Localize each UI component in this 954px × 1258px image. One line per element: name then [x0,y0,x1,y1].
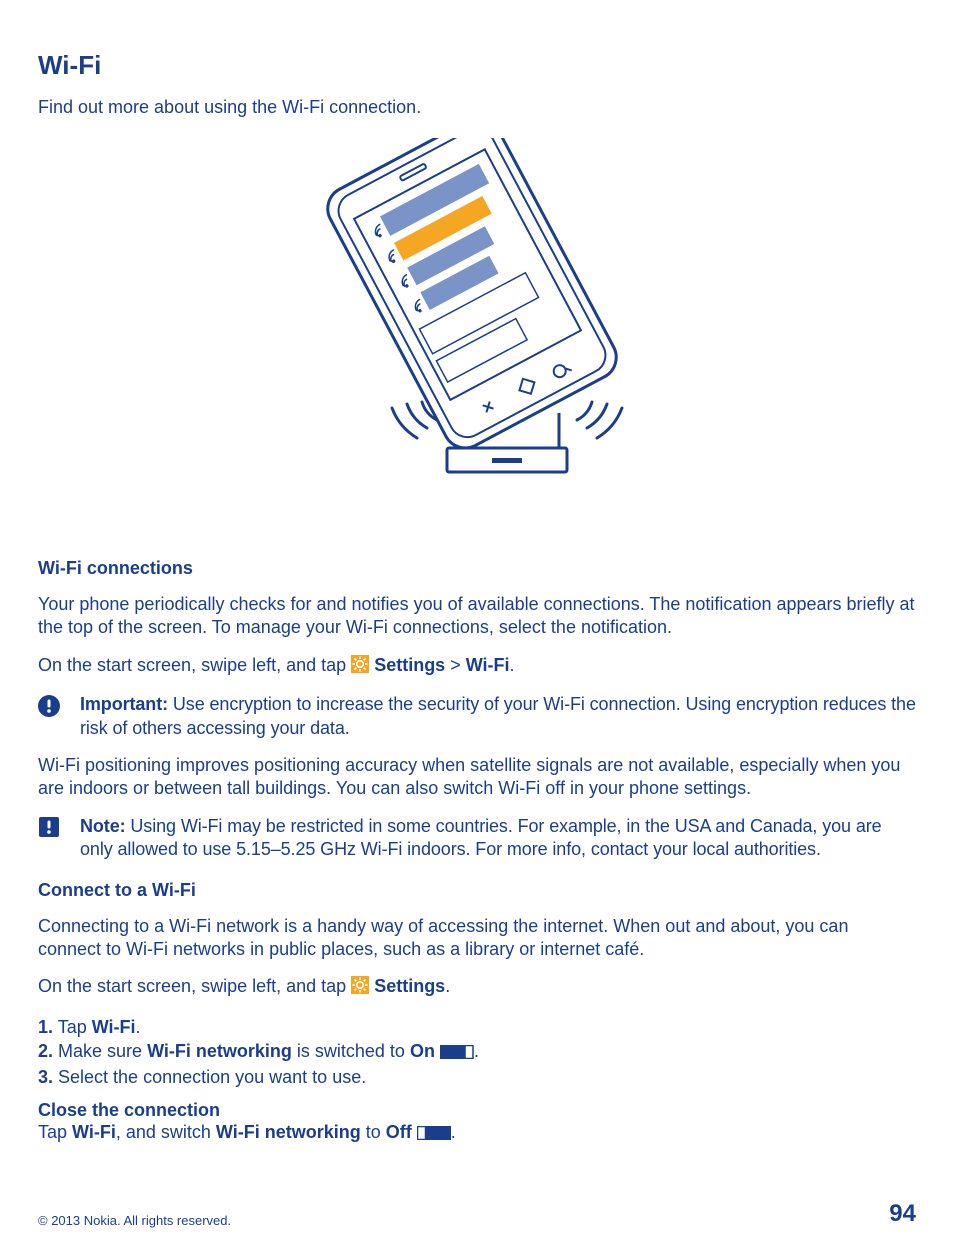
step-2: 2. Make sure Wi-Fi networking is switche… [38,1039,916,1065]
text-fragment: is switched to [292,1041,410,1061]
important-callout: Important: Use encryption to increase th… [38,693,916,740]
note-text: Note: Using Wi-Fi may be restricted in s… [80,815,916,862]
step-1: 1. Tap Wi-Fi. [38,1015,916,1039]
important-label: Important: [80,694,168,714]
note-label: Note: [80,816,126,836]
text-fragment: On the start screen, swipe left, and tap [38,655,351,675]
text-fragment: to [361,1122,386,1142]
text-fragment: Tap [38,1122,72,1142]
settings-icon [351,976,369,1000]
section2-p2: On the start screen, swipe left, and tap… [38,975,916,1000]
settings-label: Settings [374,976,445,996]
section-wifi-connections-title: Wi-Fi connections [38,558,916,579]
text-fragment: . [445,976,450,996]
note-icon [38,815,60,862]
important-icon [38,693,60,740]
text-fragment: . [136,1017,141,1037]
close-connection-title: Close the connection [38,1100,916,1121]
text-fragment: On the start screen, swipe left, and tap [38,976,351,996]
section-connect-title: Connect to a Wi-Fi [38,880,916,901]
page-footer: © 2013 Nokia. All rights reserved. 94 [38,1200,916,1228]
wifi-label: Wi-Fi [466,655,510,675]
section1-p3: Wi-Fi positioning improves positioning a… [38,754,916,801]
settings-label: Settings [374,655,445,675]
close-connection-text: Tap Wi-Fi, and switch Wi-Fi networking t… [38,1121,916,1146]
step-number: 3. [38,1067,53,1087]
text-fragment: Select the connection you want to use. [53,1067,366,1087]
toggle-on-icon [440,1041,474,1065]
text-fragment: Make sure [53,1041,147,1061]
important-text: Important: Use encryption to increase th… [80,693,916,740]
copyright-text: © 2013 Nokia. All rights reserved. [38,1213,231,1228]
note-body: Using Wi-Fi may be restricted in some co… [80,816,882,859]
wifi-label: Wi-Fi [72,1122,116,1142]
section1-p1: Your phone periodically checks for and n… [38,593,916,640]
wifi-networking-label: Wi-Fi networking [216,1122,361,1142]
intro-paragraph: Find out more about using the Wi-Fi conn… [38,97,916,118]
step-number: 2. [38,1041,53,1061]
note-callout: Note: Using Wi-Fi may be restricted in s… [38,815,916,862]
page-number: 94 [889,1200,916,1228]
wifi-networking-label: Wi-Fi networking [147,1041,292,1061]
steps-list: 1. Tap Wi-Fi. 2. Make sure Wi-Fi network… [38,1015,916,1090]
settings-icon [351,655,369,679]
important-body: Use encryption to increase the security … [80,694,916,737]
text-fragment: . [451,1122,456,1142]
wifi-illustration [38,138,916,498]
wifi-label: Wi-Fi [92,1017,136,1037]
off-label: Off [386,1122,412,1142]
section1-p2: On the start screen, swipe left, and tap… [38,654,916,679]
toggle-off-icon [417,1123,451,1146]
on-label: On [410,1041,435,1061]
text-fragment: Tap [53,1017,92,1037]
section2-p1: Connecting to a Wi-Fi network is a handy… [38,915,916,962]
phone-router-illustration [297,138,657,498]
text-fragment: . [510,655,515,675]
step-number: 1. [38,1017,53,1037]
page-title: Wi-Fi [38,50,916,81]
step-3: 3. Select the connection you want to use… [38,1065,916,1089]
separator-gt: > [445,655,466,675]
text-fragment: . [474,1041,479,1061]
text-fragment: , and switch [116,1122,216,1142]
